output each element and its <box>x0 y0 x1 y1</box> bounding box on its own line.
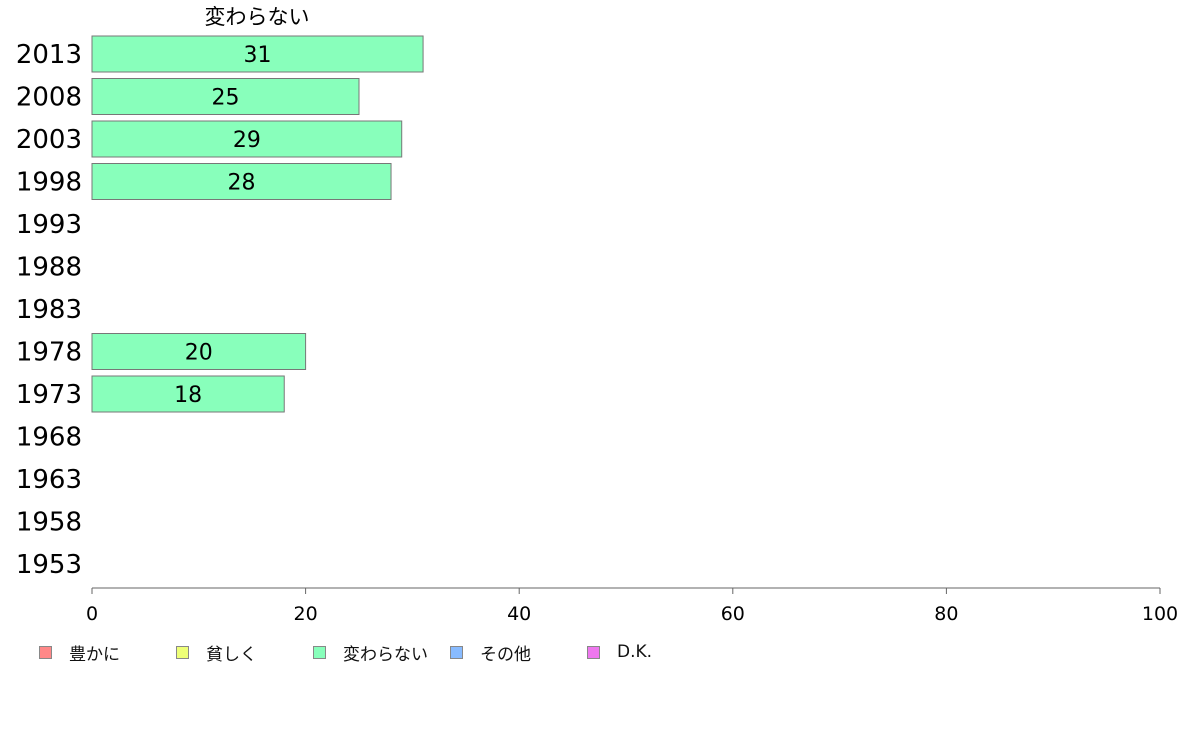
y-tick-label: 1973 <box>16 380 82 410</box>
legend-label: その他 <box>480 644 531 665</box>
legend-item: その他 <box>450 639 531 665</box>
legend-item: 豊かに <box>39 639 120 665</box>
y-axis-labels: 2013 2008 2003 1998 1993 1988 1983 1978 1973 1968… <box>16 40 82 580</box>
legend-item: 変わらない <box>313 639 428 665</box>
bar-value-label: 18 <box>174 383 202 408</box>
x-tick-label: 40 <box>507 603 531 625</box>
y-tick-label: 1983 <box>16 295 82 325</box>
bar <box>91 120 403 158</box>
y-tick-label: 2003 <box>16 125 82 155</box>
x-tick-label: 80 <box>934 603 958 625</box>
y-tick-label: 1988 <box>16 253 82 283</box>
legend-swatch <box>39 645 52 659</box>
bar <box>91 35 424 73</box>
bar <box>91 163 392 200</box>
legend-swatch <box>450 645 463 659</box>
y-tick-label: 1978 <box>16 338 82 368</box>
legend-item: 貧しく <box>176 639 257 665</box>
y-tick-label: 2008 <box>16 83 82 113</box>
legend-swatch <box>176 645 189 659</box>
bar-value-label: 28 <box>228 171 256 196</box>
bar <box>91 78 360 115</box>
legend-label: 貧しく <box>206 644 257 665</box>
x-tick-label: 20 <box>294 603 318 625</box>
legend-label: D.K. <box>617 642 653 662</box>
legend-swatch <box>313 645 326 659</box>
y-tick-label: 1998 <box>16 168 82 198</box>
y-tick-label: 1958 <box>16 508 82 538</box>
x-tick-label: 0 <box>86 603 98 625</box>
legend-swatch <box>587 645 600 659</box>
y-tick-label: 2013 <box>16 40 82 70</box>
x-tick-label: 60 <box>721 603 745 625</box>
y-tick-label: 1963 <box>16 465 82 495</box>
x-tick-label: 100 <box>1142 603 1178 625</box>
bar-value-label: 20 <box>185 341 213 366</box>
legend-label: 変わらない <box>343 644 428 665</box>
legend: 豊かに 貧しく 変わらない その他 D.K. <box>39 639 739 665</box>
bar-value-label: 29 <box>233 128 261 153</box>
bar <box>91 375 285 413</box>
bar-value-label: 25 <box>212 86 240 111</box>
legend-item: D.K. <box>587 639 652 665</box>
y-tick-label: 1953 <box>16 550 82 580</box>
series-title: 変わらない <box>205 5 310 29</box>
bar <box>91 333 307 370</box>
bar-value-label: 31 <box>244 43 272 68</box>
legend-label: 豊かに <box>69 644 120 665</box>
y-tick-label: 1968 <box>16 423 82 453</box>
y-tick-label: 1993 <box>16 210 82 240</box>
x-axis: 0 20 40 60 80 100 <box>86 587 1178 625</box>
